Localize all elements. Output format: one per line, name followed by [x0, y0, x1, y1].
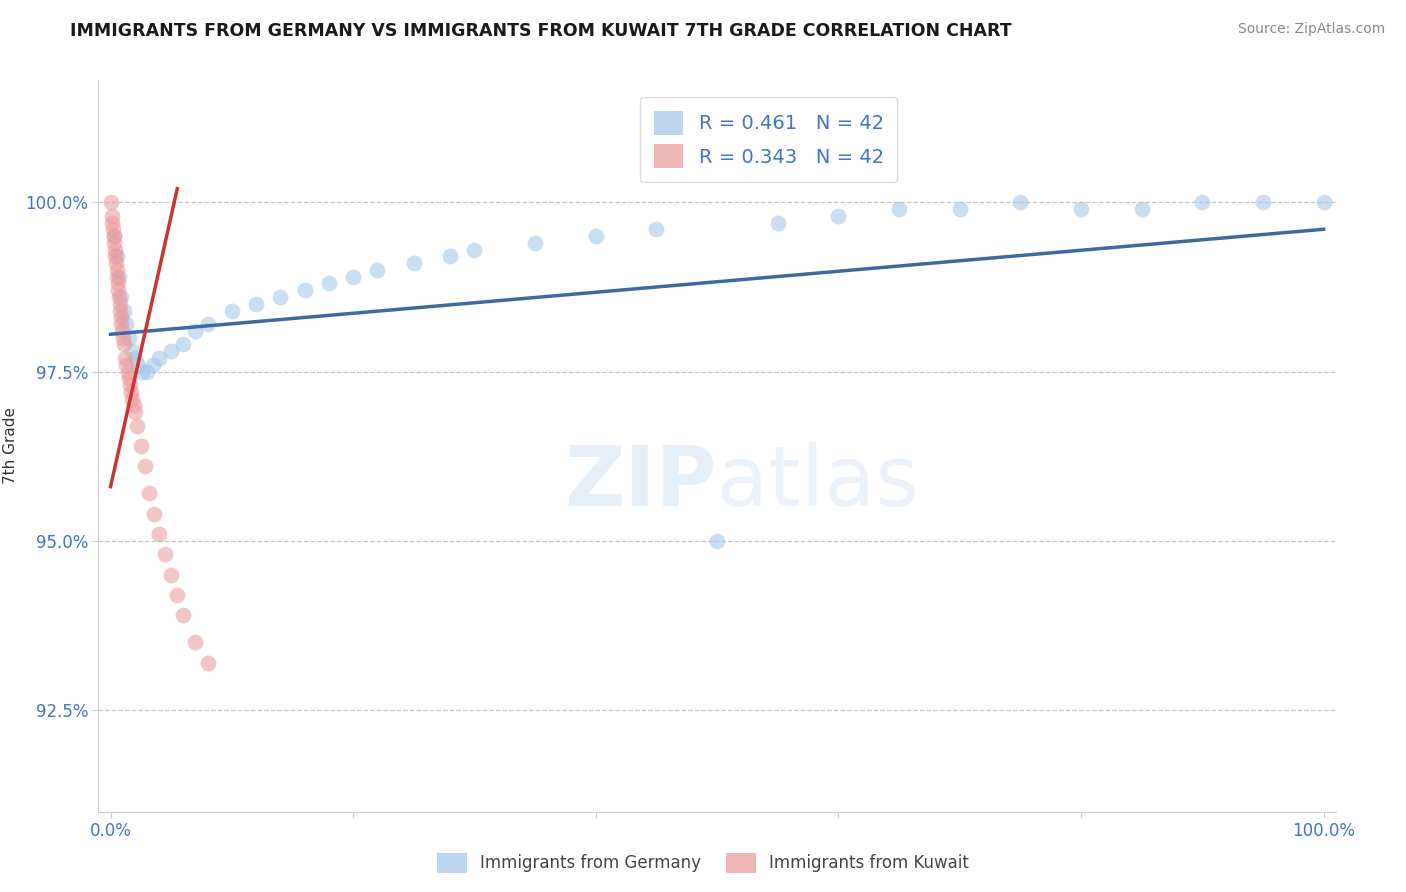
Point	[118, 371, 141, 385]
Point	[585, 229, 607, 244]
Point	[100, 195, 122, 210]
Point	[134, 459, 156, 474]
Point	[245, 297, 267, 311]
Point	[104, 249, 127, 263]
Point	[112, 337, 135, 351]
Point	[105, 256, 128, 270]
Point	[110, 290, 132, 304]
Point	[172, 608, 194, 623]
Point	[1070, 202, 1092, 216]
Point	[827, 209, 849, 223]
Point	[103, 229, 125, 244]
Point	[121, 392, 143, 406]
Point	[160, 344, 183, 359]
Point	[112, 303, 135, 318]
Point	[111, 331, 134, 345]
Point	[101, 215, 124, 229]
Point	[706, 533, 728, 548]
Point	[148, 351, 170, 365]
Point	[142, 358, 165, 372]
Point	[108, 269, 131, 284]
Point	[439, 249, 461, 263]
Point	[100, 209, 122, 223]
Text: IMMIGRANTS FROM GERMANY VS IMMIGRANTS FROM KUWAIT 7TH GRADE CORRELATION CHART: IMMIGRANTS FROM GERMANY VS IMMIGRANTS FR…	[70, 22, 1012, 40]
Y-axis label: 7th Grade: 7th Grade	[3, 408, 18, 484]
Point	[221, 303, 243, 318]
Point	[103, 229, 125, 244]
Point	[1191, 195, 1213, 210]
Point	[153, 547, 176, 561]
Point	[107, 277, 129, 291]
Point	[124, 405, 146, 419]
Point	[105, 249, 128, 263]
Point	[122, 398, 145, 412]
Point	[129, 439, 152, 453]
Point	[101, 222, 124, 236]
Point	[127, 418, 149, 433]
Point	[949, 202, 972, 216]
Point	[118, 378, 141, 392]
Point	[105, 269, 128, 284]
Point	[766, 215, 789, 229]
Point	[318, 277, 340, 291]
Point	[127, 358, 149, 372]
Point	[1312, 195, 1334, 210]
Point	[105, 263, 128, 277]
Text: ZIP: ZIP	[565, 442, 717, 523]
Text: Source: ZipAtlas.com: Source: ZipAtlas.com	[1237, 22, 1385, 37]
Point	[342, 269, 364, 284]
Point	[148, 527, 170, 541]
Point	[114, 351, 136, 365]
Point	[184, 635, 207, 649]
Point	[166, 588, 188, 602]
Point	[111, 324, 134, 338]
Point	[118, 331, 141, 345]
Point	[104, 243, 127, 257]
Point	[115, 317, 138, 331]
Point	[136, 364, 159, 378]
Point	[138, 486, 160, 500]
Point	[402, 256, 425, 270]
Point	[115, 358, 138, 372]
Point	[366, 263, 388, 277]
Point	[108, 297, 131, 311]
Point	[131, 364, 153, 378]
Point	[184, 324, 207, 338]
Point	[121, 344, 143, 359]
Point	[294, 283, 316, 297]
Point	[160, 567, 183, 582]
Point	[197, 317, 219, 331]
Point	[110, 317, 132, 331]
Point	[110, 303, 132, 318]
Point	[524, 235, 547, 250]
Point	[1130, 202, 1153, 216]
Text: atlas: atlas	[717, 442, 918, 523]
Point	[172, 337, 194, 351]
Point	[1010, 195, 1032, 210]
Point	[887, 202, 910, 216]
Point	[124, 351, 146, 365]
Point	[463, 243, 485, 257]
Point	[110, 310, 132, 325]
Point	[269, 290, 291, 304]
Point	[117, 364, 139, 378]
Point	[1251, 195, 1274, 210]
Point	[197, 656, 219, 670]
Point	[143, 507, 166, 521]
Point	[107, 283, 129, 297]
Point	[645, 222, 668, 236]
Point	[120, 384, 142, 399]
Legend: R = 0.461   N = 42, R = 0.343   N = 42: R = 0.461 N = 42, R = 0.343 N = 42	[640, 97, 897, 182]
Legend: Immigrants from Germany, Immigrants from Kuwait: Immigrants from Germany, Immigrants from…	[430, 847, 976, 880]
Point	[103, 235, 125, 250]
Point	[108, 290, 131, 304]
